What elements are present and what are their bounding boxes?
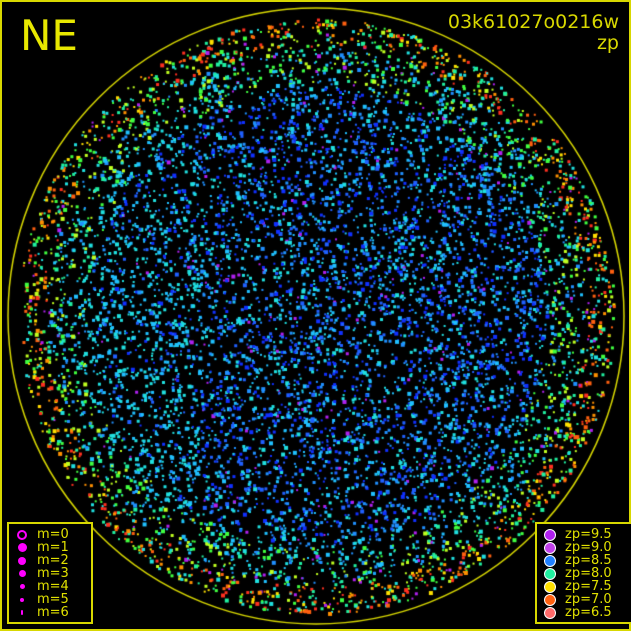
magnitude-legend-item: m=6 xyxy=(15,606,85,619)
zp-legend-item: zp=8.5 xyxy=(543,554,627,567)
magnitude-symbol-icon xyxy=(15,543,29,552)
magnitude-label: m=1 xyxy=(37,540,69,555)
image-id: 03k61027o0216w xyxy=(447,11,619,33)
zp-legend-item: zp=9.0 xyxy=(543,541,627,554)
magnitude-symbol-icon xyxy=(15,610,29,615)
zp-label: zp=6.5 xyxy=(565,605,612,620)
magnitude-label: m=0 xyxy=(37,527,69,542)
zp-legend-item: zp=6.5 xyxy=(543,606,627,619)
zp-legend-item: zp=7.0 xyxy=(543,593,627,606)
zp-legend-item: zp=7.5 xyxy=(543,580,627,593)
direction-label: NE xyxy=(20,11,78,60)
zp-color-dot-icon xyxy=(543,554,557,567)
magnitude-symbol-icon xyxy=(15,529,29,540)
magnitude-label: m=4 xyxy=(37,579,69,594)
magnitude-legend-item: m=3 xyxy=(15,567,85,580)
magnitude-legend-item: m=5 xyxy=(15,593,85,606)
magnitude-legend-item: m=4 xyxy=(15,580,85,593)
zp-label: zp=7.5 xyxy=(565,579,612,594)
zp-label: zp=8.5 xyxy=(565,553,612,568)
magnitude-symbol-icon xyxy=(15,597,29,602)
magnitude-symbol-icon xyxy=(15,570,29,577)
magnitude-label: m=2 xyxy=(37,553,69,568)
zp-label: zp=7.0 xyxy=(565,592,612,607)
zp-color-dot-icon xyxy=(543,567,557,580)
mode-label: zp xyxy=(596,32,619,54)
zp-label: zp=9.0 xyxy=(565,540,612,555)
zp-color-dot-icon xyxy=(543,541,557,554)
zp-color-dot-icon xyxy=(543,528,557,541)
magnitude-symbol-icon xyxy=(15,584,29,589)
zp-label: zp=8.0 xyxy=(565,566,612,581)
zp-label: zp=9.5 xyxy=(565,527,612,542)
magnitude-legend-item: m=1 xyxy=(15,541,85,554)
zp-color-dot-icon xyxy=(543,580,557,593)
zp-legend-item: zp=8.0 xyxy=(543,567,627,580)
magnitude-label: m=5 xyxy=(37,592,69,607)
magnitude-symbol-icon xyxy=(15,556,29,565)
zp-legend: zp=9.5 zp=9.0 zp=8.5 zp=8.0 zp=7.5 zp=7.0 zp=6… xyxy=(535,522,631,624)
zp-color-dot-icon xyxy=(543,606,557,619)
plot-title: 03k61027o0216w zp xyxy=(448,12,619,54)
magnitude-label: m=6 xyxy=(37,605,69,620)
zp-color-dot-icon xyxy=(543,593,557,606)
magnitude-label: m=3 xyxy=(37,566,69,581)
zp-legend-item: zp=9.5 xyxy=(543,528,627,541)
magnitude-legend-item: m=2 xyxy=(15,554,85,567)
magnitude-legend-item: m=0 xyxy=(15,528,85,541)
magnitude-legend: m=0 m=1 m=2 m=3 m=4 m=5 m=6 xyxy=(7,522,93,624)
